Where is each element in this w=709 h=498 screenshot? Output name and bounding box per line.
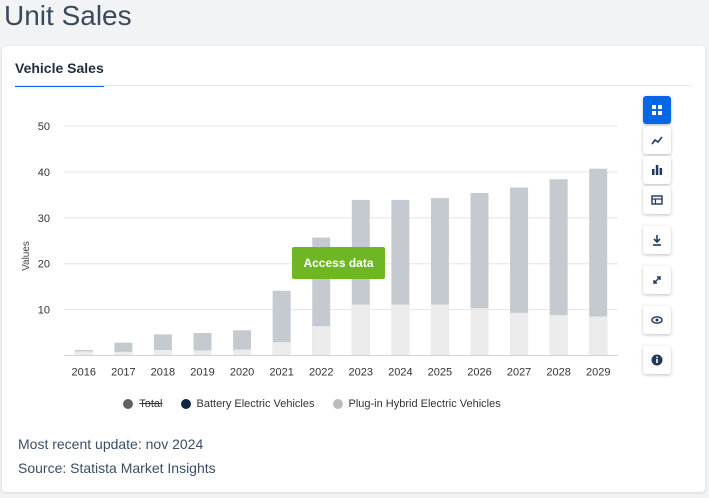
- y-tick-label: 40: [38, 167, 50, 179]
- x-tick-label: 2028: [546, 367, 570, 379]
- bar-bev-2021[interactable]: [272, 290, 291, 356]
- info-button[interactable]: [643, 346, 671, 374]
- bar-phev-2020[interactable]: [233, 349, 252, 356]
- line-chart-button[interactable]: [643, 126, 671, 154]
- x-tick-label: 2026: [467, 367, 491, 379]
- x-tick-label: 2024: [388, 367, 412, 379]
- tab-vehicle-sales[interactable]: Vehicle Sales: [15, 60, 104, 87]
- info-icon: [651, 354, 663, 366]
- legend-label: Plug-in Hybrid Electric Vehicles: [348, 398, 501, 410]
- bar-phev-2029[interactable]: [589, 316, 608, 356]
- bar-phev-2025[interactable]: [430, 304, 449, 356]
- eye-icon: [651, 316, 663, 324]
- legend-dot-icon: [123, 399, 134, 409]
- expand-icon: [653, 276, 661, 284]
- x-tick-label: 2025: [428, 367, 452, 379]
- legend-dot-icon: [332, 399, 343, 409]
- bar-bev-2020[interactable]: [233, 330, 252, 356]
- table-button[interactable]: [643, 186, 671, 214]
- table-icon: [651, 195, 663, 205]
- chart-card: Vehicle Sales 2016 2017 2018 2019 2020 2021 20…: [2, 46, 705, 492]
- x-tick-label: 2020: [230, 367, 254, 379]
- bar-chart-icon: [652, 165, 663, 175]
- bar-chart-button[interactable]: [643, 156, 671, 184]
- source-text: Source: Statista Market Insights: [18, 460, 216, 476]
- legend-item[interactable]: Battery Electric Vehicles: [180, 398, 315, 410]
- bar-phev-2022[interactable]: [312, 326, 331, 356]
- x-tick-label: 2029: [586, 367, 610, 379]
- bar-bev-2019[interactable]: [193, 333, 212, 356]
- visibility-button[interactable]: [643, 306, 671, 334]
- bar-bev-2028[interactable]: [549, 179, 568, 356]
- legend-item[interactable]: Total: [123, 398, 163, 410]
- x-tick-label: 2019: [190, 367, 214, 379]
- bar-phev-2027[interactable]: [510, 312, 529, 356]
- chart-legend: Total Battery Electric Vehicles Plug-in Hy…: [2, 398, 622, 410]
- legend-label: Total: [139, 398, 163, 410]
- bar-phev-2023[interactable]: [351, 304, 370, 356]
- dashboard-button[interactable]: [643, 96, 671, 124]
- chart-grid: [64, 125, 618, 311]
- page-title: Unit Sales: [4, 0, 132, 31]
- y-axis-label: Values: [21, 241, 32, 271]
- bar-chart: 2016 2017 2018 2019 2020 2021 2022 2023 2024 2025…: [21, 121, 618, 379]
- x-tick-label: 2022: [309, 367, 333, 379]
- bar-phev-2028[interactable]: [549, 315, 568, 356]
- expand-button[interactable]: [643, 266, 671, 294]
- x-tick-label: 2018: [151, 367, 175, 379]
- legend-dot-icon: [180, 399, 191, 409]
- y-tick-label: 10: [38, 305, 50, 317]
- y-tick-label: 50: [38, 121, 50, 133]
- bar-bev-2029[interactable]: [589, 168, 608, 356]
- update-text: Most recent update: nov 2024: [18, 436, 204, 452]
- legend-label: Battery Electric Vehicles: [196, 398, 315, 410]
- y-tick-label: 20: [38, 259, 50, 271]
- bar-phev-2016[interactable]: [74, 351, 93, 356]
- y-tick-label: 30: [38, 213, 50, 225]
- x-tick-label: 2021: [269, 367, 293, 379]
- x-tick-label: 2023: [349, 367, 373, 379]
- download-button[interactable]: [643, 226, 671, 254]
- bar-phev-2024[interactable]: [391, 304, 410, 356]
- bar-phev-2018[interactable]: [153, 349, 172, 356]
- download-icon: [653, 235, 661, 246]
- bar-phev-2026[interactable]: [470, 308, 489, 356]
- x-tick-label: 2017: [111, 367, 135, 379]
- bar-phev-2019[interactable]: [193, 350, 212, 356]
- x-axis: 2016 2017 2018 2019 2020 2021 2022 2023 2024 2025…: [64, 355, 618, 379]
- line-chart-icon: [651, 136, 663, 145]
- tab-divider: [15, 85, 691, 86]
- dashboard-icon: [652, 105, 662, 115]
- legend-item[interactable]: Plug-in Hybrid Electric Vehicles: [332, 398, 501, 410]
- bar-phev-2021[interactable]: [272, 342, 291, 356]
- x-tick-label: 2016: [72, 367, 96, 379]
- y-axis: 10 20 30 40 50: [38, 121, 50, 317]
- access-data-button[interactable]: Access data: [292, 247, 385, 279]
- bar-phev-2017[interactable]: [114, 351, 133, 356]
- x-tick-label: 2027: [507, 367, 531, 379]
